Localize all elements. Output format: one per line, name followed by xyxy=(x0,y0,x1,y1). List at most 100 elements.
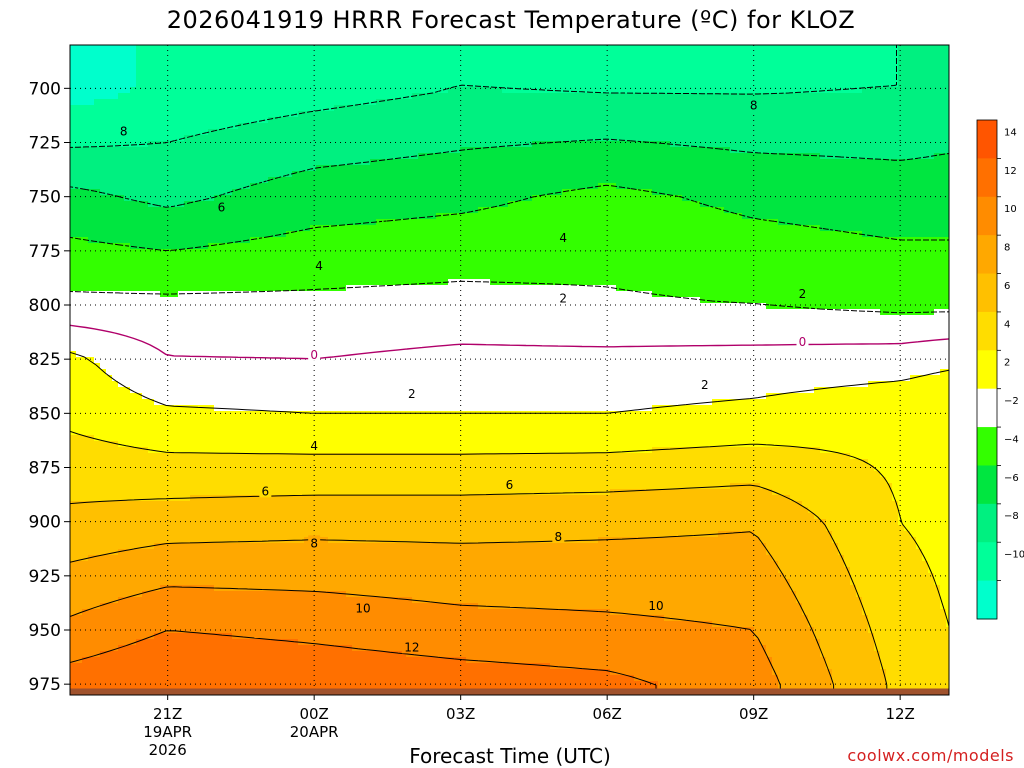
field-cell xyxy=(676,93,683,100)
field-cell xyxy=(184,165,191,172)
field-cell xyxy=(700,75,707,82)
field-cell xyxy=(166,219,173,226)
field-cell xyxy=(802,225,809,232)
field-cell xyxy=(844,87,851,94)
field-cell xyxy=(286,219,293,226)
field-cell xyxy=(370,87,377,94)
field-cell xyxy=(640,165,647,172)
field-cell xyxy=(310,201,317,208)
field-cell xyxy=(124,117,131,124)
field-cell xyxy=(922,69,929,76)
field-cell xyxy=(628,201,635,208)
field-cell xyxy=(844,231,851,238)
field-cell xyxy=(688,123,695,130)
field-cell xyxy=(466,111,473,118)
field-cell xyxy=(124,93,131,100)
field-cell xyxy=(892,57,899,64)
field-cell xyxy=(634,153,641,160)
field-cell xyxy=(748,93,755,100)
field-cell xyxy=(574,93,581,100)
field-cell xyxy=(148,87,155,94)
field-cell xyxy=(826,99,833,106)
field-cell xyxy=(892,117,899,124)
field-cell xyxy=(766,93,773,100)
field-cell xyxy=(424,99,431,106)
field-cell xyxy=(430,87,437,94)
field-cell xyxy=(604,99,611,106)
field-cell xyxy=(292,159,299,166)
field-cell xyxy=(316,147,323,154)
field-cell xyxy=(364,135,371,142)
field-cell xyxy=(598,171,605,178)
field-cell xyxy=(496,63,503,70)
field-cell xyxy=(148,123,155,130)
field-cell xyxy=(454,159,461,166)
field-cell xyxy=(394,63,401,70)
field-cell xyxy=(562,51,569,58)
field-cell xyxy=(808,141,815,148)
field-cell xyxy=(862,201,869,208)
field-cell xyxy=(826,231,833,238)
field-cell xyxy=(334,129,341,136)
field-cell xyxy=(898,45,905,52)
field-cell xyxy=(148,237,155,244)
field-cell xyxy=(316,111,323,118)
field-cell xyxy=(766,105,773,112)
field-cell xyxy=(490,195,497,202)
field-cell xyxy=(106,123,113,130)
field-cell xyxy=(286,177,293,184)
field-cell xyxy=(376,231,383,238)
field-cell xyxy=(922,189,929,196)
field-cell xyxy=(916,117,923,124)
field-cell xyxy=(880,243,887,250)
field-cell xyxy=(724,57,731,64)
field-cell xyxy=(514,201,521,208)
field-cell xyxy=(388,183,395,190)
field-cell xyxy=(118,165,125,172)
field-cell xyxy=(946,177,949,184)
field-cell xyxy=(760,183,767,190)
field-cell xyxy=(526,171,533,178)
field-cell xyxy=(346,129,353,136)
field-cell xyxy=(184,141,191,148)
field-cell xyxy=(802,87,809,94)
field-cell xyxy=(412,243,419,250)
field-cell xyxy=(616,225,623,232)
field-cell xyxy=(244,159,251,166)
field-cell xyxy=(676,207,683,214)
field-cell xyxy=(268,99,275,106)
field-cell xyxy=(742,57,749,64)
field-cell xyxy=(838,63,845,70)
field-cell xyxy=(874,177,881,184)
field-cell xyxy=(622,201,629,208)
field-cell xyxy=(790,153,797,160)
field-cell xyxy=(820,57,827,64)
field-cell xyxy=(346,243,353,250)
field-cell xyxy=(568,111,575,118)
field-cell xyxy=(418,159,425,166)
field-cell xyxy=(94,81,101,88)
field-cell xyxy=(748,243,755,250)
field-cell xyxy=(196,219,203,226)
field-cell xyxy=(844,81,851,88)
field-cell xyxy=(844,219,851,226)
field-cell xyxy=(910,87,917,94)
field-cell xyxy=(154,99,161,106)
field-cell xyxy=(220,75,227,82)
field-cell xyxy=(682,75,689,82)
field-cell xyxy=(556,201,563,208)
field-cell xyxy=(94,171,101,178)
field-cell xyxy=(556,123,563,130)
field-cell xyxy=(520,243,527,250)
field-cell xyxy=(880,207,887,214)
field-cell xyxy=(628,63,635,70)
field-cell xyxy=(820,81,827,88)
field-cell xyxy=(772,63,779,70)
field-cell xyxy=(130,159,137,166)
field-cell xyxy=(430,141,437,148)
field-cell xyxy=(562,135,569,142)
field-cell xyxy=(388,105,395,112)
field-cell xyxy=(568,219,575,226)
field-cell xyxy=(580,213,587,220)
field-cell xyxy=(100,183,107,190)
